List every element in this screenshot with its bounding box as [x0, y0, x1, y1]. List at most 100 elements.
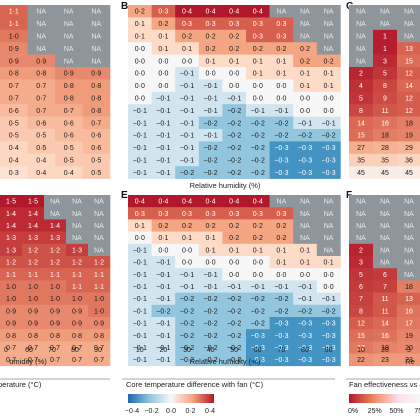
heatmap-cell-label: 17 [405, 321, 413, 328]
heatmap-cell-label: NA [91, 21, 101, 28]
heatmap-cell-label: 0·2 [300, 58, 310, 65]
heatmap-cell [316, 166, 341, 179]
heatmap-cell-label: 0·1 [253, 58, 263, 65]
heatmap-cell-label: −0·3 [321, 333, 335, 340]
heatmap-cell [0, 219, 23, 232]
heatmap-cell [0, 104, 28, 117]
heatmap-cell [293, 195, 318, 208]
heatmap-cell-label: 0·0 [276, 96, 286, 103]
heatmap-cell [293, 79, 318, 93]
heatmap-cell-label: 1·2 [72, 260, 82, 267]
heatmap-cell-label: −0·3 [251, 333, 265, 340]
heatmap-cell-label: 0·1 [158, 34, 168, 41]
heatmap-cell [175, 317, 200, 330]
heatmap-cell-label: 1·1 [9, 21, 19, 28]
heatmap-cell [128, 91, 152, 105]
heatmap-cell-label: −0·1 [274, 108, 288, 115]
heatmap-cell [269, 304, 294, 318]
heatmap-cell [373, 166, 398, 179]
heatmap-cell-label: 0·0 [300, 108, 310, 115]
heatmap-cell-label: 0·0 [324, 108, 334, 115]
heatmap-cell [128, 42, 152, 55]
heatmap-cell [22, 207, 45, 220]
heatmap-cell-label: 0·1 [324, 71, 334, 78]
heatmap-cell [151, 67, 176, 80]
heatmap-cell-label: −0·2 [227, 333, 241, 340]
heatmap-cell-label: NA [404, 9, 414, 16]
heatmap-cell-label: −0·3 [298, 357, 312, 364]
heatmap-cell-label: NA [94, 211, 104, 218]
heatmap-cell-label: 1·2 [50, 247, 60, 254]
x-tick-label: 10 [357, 347, 365, 354]
heatmap-cell [349, 341, 374, 354]
heatmap-cell [55, 141, 83, 155]
colorbar-title-center: Core temperature difference with fan (°C… [126, 380, 264, 389]
heatmap-cell-label: 1·3 [28, 235, 38, 242]
colorbar-right [349, 394, 420, 403]
heatmap-cell-label: NA [380, 235, 390, 242]
heatmap-cell [44, 317, 67, 330]
heatmap-cell-label: NA [72, 235, 82, 242]
heatmap-cell [151, 141, 176, 155]
x-tick-label: 50 [230, 347, 238, 354]
heatmap-cell [44, 280, 67, 293]
heatmap-cell [175, 29, 200, 43]
heatmap-cell [373, 219, 398, 232]
heatmap-cell-label: NA [324, 199, 334, 206]
heatmap-cell-label: −0·1 [133, 133, 147, 140]
heatmap-cell-label: 0·2 [229, 235, 239, 242]
heatmap-cell-label: 0·1 [206, 235, 216, 242]
heatmap-cell-label: 0·4 [206, 9, 216, 16]
heatmap-cell [55, 67, 83, 80]
heatmap-cell-label: 0·4 [64, 170, 74, 177]
heatmap-cell-label: 0·0 [158, 83, 168, 90]
heatmap-cell-label: −0·1 [203, 108, 217, 115]
heatmap-cell-label: 3 [359, 260, 363, 267]
heatmap-cell [316, 304, 341, 318]
heatmap-cell-label: 0·9 [6, 308, 16, 315]
heatmap-cell [198, 268, 223, 281]
heatmap-cell-label: NA [404, 21, 414, 28]
heatmap-cell-label: −0·1 [180, 284, 194, 291]
heatmap-cell-label: 0·3 [276, 34, 286, 41]
heatmap-cell [44, 329, 67, 342]
heatmap-cell [0, 243, 23, 257]
heatmap-cell [349, 141, 374, 155]
heatmap-cell [175, 207, 200, 220]
heatmap-cell-label: NA [300, 21, 310, 28]
heatmap-cell-label: NA [404, 199, 414, 206]
heatmap-cell [128, 141, 152, 155]
heatmap-cell [151, 5, 176, 18]
heatmap-cell [269, 116, 294, 130]
heatmap-cell-label: 1·3 [6, 235, 16, 242]
heatmap-cell [175, 67, 200, 80]
heatmap-cell-label: 0·8 [28, 333, 38, 340]
heatmap-cell [66, 280, 89, 293]
heatmap-cell [198, 317, 223, 330]
heatmap-cell [82, 54, 111, 68]
heatmap-cell-label: 0·0 [276, 272, 286, 279]
heatmap-cell [175, 304, 200, 318]
heatmap-cell [22, 231, 45, 245]
heatmap-cell-label: 2 [359, 71, 363, 78]
heatmap-cell-label: 0·1 [182, 235, 192, 242]
heatmap-cell [373, 304, 398, 318]
heatmap-cell-label: 0·2 [324, 58, 334, 65]
heatmap-cell [246, 219, 270, 232]
heatmap-cell-label: 7 [383, 284, 387, 291]
heatmap-cell-label: 12 [405, 108, 413, 115]
heatmap-cell [128, 67, 152, 80]
heatmap-cell [269, 153, 294, 167]
heatmap-cell [269, 268, 294, 281]
x-tick-label: 3 [407, 347, 411, 354]
heatmap-cell-label: −0·1 [133, 260, 147, 267]
x-tick-label: 20 [160, 347, 168, 354]
heatmap-cell [22, 243, 45, 257]
heatmap-cell-label: 0·0 [229, 83, 239, 90]
heatmap-cell-label: NA [64, 58, 74, 65]
heatmap-cell [222, 207, 247, 220]
heatmap-cell-label: 0·4 [135, 199, 145, 206]
heatmap-cell-label: 1·4 [28, 223, 38, 230]
heatmap-cell [198, 256, 223, 269]
heatmap-cell [128, 243, 152, 257]
